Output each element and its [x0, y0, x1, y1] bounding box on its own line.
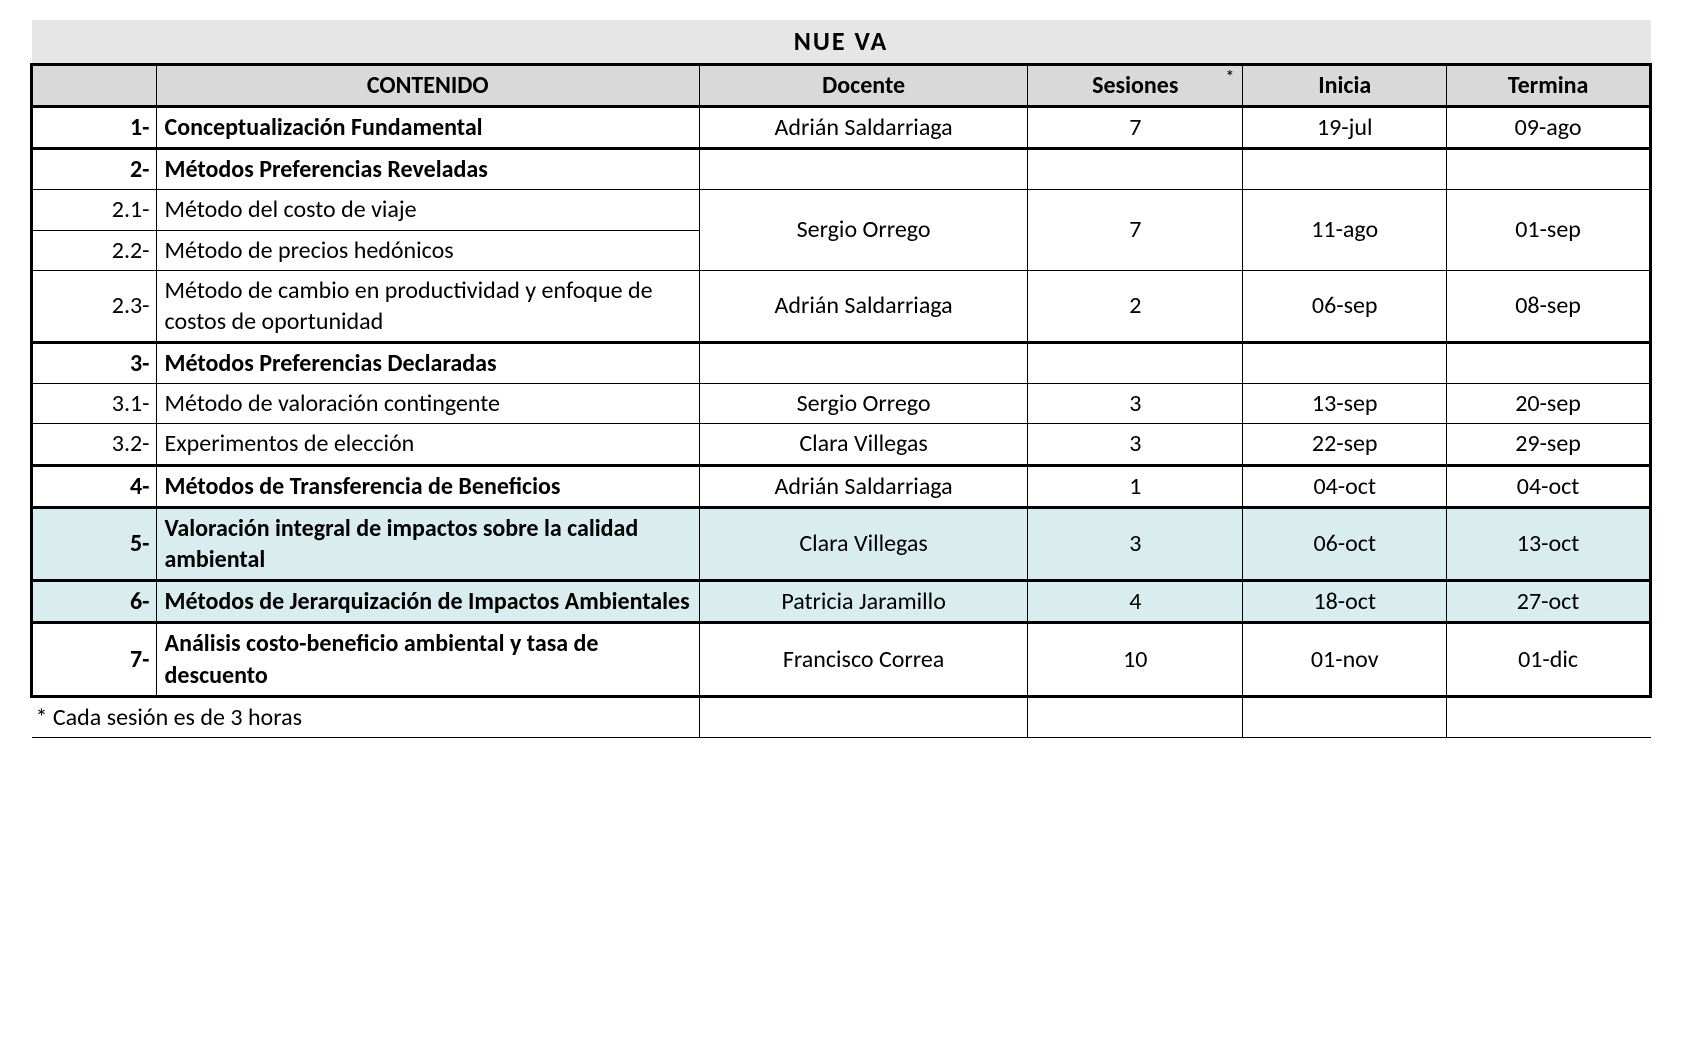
row-sesiones: 7	[1028, 190, 1243, 270]
row-termina: 09-ago	[1447, 106, 1651, 148]
table-row: 2- Métodos Preferencias Reveladas	[32, 149, 1651, 190]
row-docente: Clara Villegas	[699, 424, 1027, 465]
row-termina: 01-dic	[1447, 623, 1651, 696]
row-termina: 04-oct	[1447, 465, 1651, 507]
row-content: Métodos de Jerarquización de Impactos Am…	[156, 581, 699, 623]
row-num: 2.2-	[32, 230, 157, 270]
table-row: 7- Análisis costo-beneficio ambiental y …	[32, 623, 1651, 696]
row-termina: 01-sep	[1447, 190, 1651, 270]
row-num: 3.2-	[32, 424, 157, 465]
row-docente: Adrián Saldarriaga	[699, 270, 1027, 342]
table-row: 3- Métodos Preferencias Declaradas	[32, 343, 1651, 384]
row-content: Métodos Preferencias Reveladas	[156, 149, 699, 190]
footnote-row: * Cada sesión es de 3 horas	[32, 696, 1651, 737]
schedule-table: NUE VA CONTENIDO Docente Sesiones * Inic…	[30, 20, 1652, 738]
row-inicia: 06-oct	[1243, 507, 1447, 580]
row-docente: Francisco Correa	[699, 623, 1027, 696]
table-row: 5- Valoración integral de impactos sobre…	[32, 507, 1651, 580]
row-num: 3.1-	[32, 384, 157, 424]
row-termina: 29-sep	[1447, 424, 1651, 465]
row-inicia: 13-sep	[1243, 384, 1447, 424]
row-docente	[699, 149, 1027, 190]
row-inicia	[1243, 149, 1447, 190]
row-sesiones: 7	[1028, 106, 1243, 148]
row-inicia: 04-oct	[1243, 465, 1447, 507]
row-docente: Sergio Orrego	[699, 190, 1027, 270]
row-num: 3-	[32, 343, 157, 384]
row-num: 6-	[32, 581, 157, 623]
row-num: 2-	[32, 149, 157, 190]
row-sesiones	[1028, 149, 1243, 190]
title-row: NUE VA	[32, 21, 1651, 65]
row-termina	[1447, 343, 1651, 384]
row-content: Análisis costo-beneficio ambiental y tas…	[156, 623, 699, 696]
row-inicia: 11-ago	[1243, 190, 1447, 270]
row-inicia: 01-nov	[1243, 623, 1447, 696]
table-row: 3.1- Método de valoración contingente Se…	[32, 384, 1651, 424]
row-docente: Adrián Saldarriaga	[699, 465, 1027, 507]
row-sesiones: 10	[1028, 623, 1243, 696]
row-sesiones: 4	[1028, 581, 1243, 623]
header-inicia: Inicia	[1243, 64, 1447, 106]
row-num: 7-	[32, 623, 157, 696]
header-sesiones: Sesiones *	[1028, 64, 1243, 106]
row-num: 2.3-	[32, 270, 157, 342]
row-content: Método de precios hedónicos	[156, 230, 699, 270]
table-title: NUE VA	[32, 21, 1651, 65]
footnote-empty	[1028, 696, 1243, 737]
header-sesiones-text: Sesiones	[1092, 71, 1178, 100]
footnote-text: * Cada sesión es de 3 horas	[32, 696, 700, 737]
row-inicia: 18-oct	[1243, 581, 1447, 623]
row-num: 1-	[32, 106, 157, 148]
row-content: Método del costo de viaje	[156, 190, 699, 230]
footnote-empty	[1447, 696, 1651, 737]
footnote-empty	[699, 696, 1027, 737]
row-sesiones: 3	[1028, 424, 1243, 465]
row-content: Métodos Preferencias Declaradas	[156, 343, 699, 384]
row-docente: Patricia Jaramillo	[699, 581, 1027, 623]
row-content: Valoración integral de impactos sobre la…	[156, 507, 699, 580]
row-num: 2.1-	[32, 190, 157, 230]
row-termina	[1447, 149, 1651, 190]
row-sesiones: 2	[1028, 270, 1243, 342]
row-inicia: 19-jul	[1243, 106, 1447, 148]
table-row: 2.1- Método del costo de viaje Sergio Or…	[32, 190, 1651, 230]
row-content: Método de valoración contingente	[156, 384, 699, 424]
header-sesiones-asterisk: *	[1225, 66, 1234, 89]
table-row: 6- Métodos de Jerarquización de Impactos…	[32, 581, 1651, 623]
header-row: CONTENIDO Docente Sesiones * Inicia Term…	[32, 64, 1651, 106]
row-content: Métodos de Transferencia de Beneficios	[156, 465, 699, 507]
row-docente: Sergio Orrego	[699, 384, 1027, 424]
row-inicia	[1243, 343, 1447, 384]
schedule-page: NUE VA CONTENIDO Docente Sesiones * Inic…	[0, 0, 1682, 758]
row-num: 5-	[32, 507, 157, 580]
row-termina: 20-sep	[1447, 384, 1651, 424]
header-num	[32, 64, 157, 106]
table-row: 1- Conceptualización Fundamental Adrián …	[32, 106, 1651, 148]
table-row: 2.3- Método de cambio en productividad y…	[32, 270, 1651, 342]
footnote-empty	[1243, 696, 1447, 737]
row-sesiones: 1	[1028, 465, 1243, 507]
row-docente	[699, 343, 1027, 384]
row-docente: Clara Villegas	[699, 507, 1027, 580]
row-termina: 08-sep	[1447, 270, 1651, 342]
row-sesiones: 3	[1028, 507, 1243, 580]
row-content: Conceptualización Fundamental	[156, 106, 699, 148]
row-termina: 27-oct	[1447, 581, 1651, 623]
header-docente: Docente	[699, 64, 1027, 106]
row-num: 4-	[32, 465, 157, 507]
table-row: 3.2- Experimentos de elección Clara Vill…	[32, 424, 1651, 465]
row-sesiones	[1028, 343, 1243, 384]
row-content: Experimentos de elección	[156, 424, 699, 465]
header-termina: Termina	[1447, 64, 1651, 106]
row-docente: Adrián Saldarriaga	[699, 106, 1027, 148]
row-sesiones: 3	[1028, 384, 1243, 424]
row-inicia: 22-sep	[1243, 424, 1447, 465]
row-content: Método de cambio en productividad y enfo…	[156, 270, 699, 342]
table-row: 4- Métodos de Transferencia de Beneficio…	[32, 465, 1651, 507]
header-contenido: CONTENIDO	[156, 64, 699, 106]
row-inicia: 06-sep	[1243, 270, 1447, 342]
row-termina: 13-oct	[1447, 507, 1651, 580]
